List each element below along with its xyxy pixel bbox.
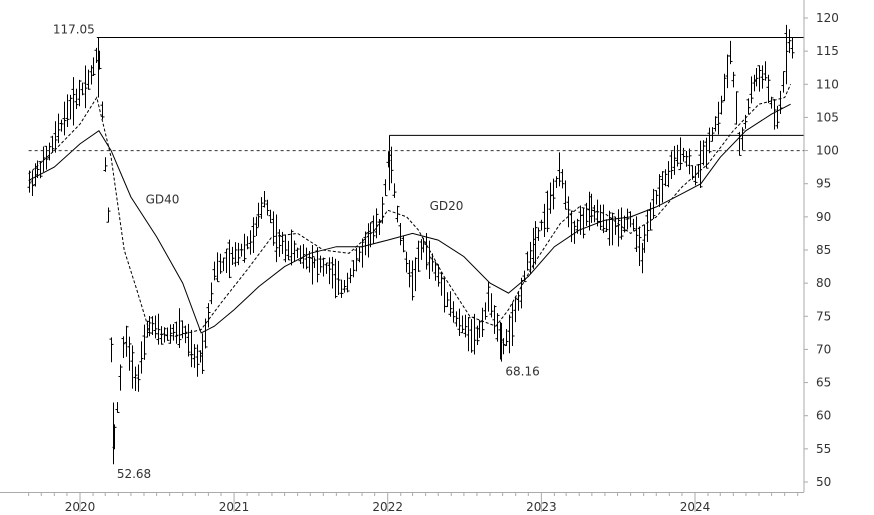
y-tick-label: 60	[816, 409, 831, 423]
x-tick-label: 2024	[680, 500, 711, 514]
annotation-label: GD20	[430, 199, 464, 213]
axes: 50 55 60 65 70 75 80 85 90 95 100 105 110 115 120 2020 2…	[0, 0, 839, 514]
y-tick-label: 95	[816, 177, 831, 191]
moving-averages	[28, 84, 792, 337]
y-tick-label: 85	[816, 243, 831, 257]
y-tick-label: 65	[816, 376, 831, 390]
x-tick-label: 2023	[526, 500, 557, 514]
y-tick-label: 120	[816, 11, 839, 25]
y-tick-label: 90	[816, 210, 831, 224]
y-tick-label: 50	[816, 475, 831, 489]
y-tick-label: 110	[816, 77, 839, 91]
annotation-label: GD40	[146, 193, 180, 207]
reference-lines	[28, 37, 804, 152]
y-tick-label: 115	[816, 44, 839, 58]
annotations: 117.05 52.68 68.16 GD40 GD20	[53, 23, 540, 482]
annotation-label: 68.16	[505, 365, 539, 379]
x-tick-label: 2020	[65, 500, 96, 514]
ohlc-bars	[27, 24, 795, 465]
y-tick-label: 70	[816, 342, 831, 356]
ma-line-gd20	[28, 84, 792, 337]
y-tick-label: 105	[816, 110, 839, 124]
annotation-label: 117.05	[53, 23, 95, 37]
y-tick-label: 80	[816, 276, 831, 290]
y-tick-label: 75	[816, 309, 831, 323]
y-tick-label: 55	[816, 442, 831, 456]
x-tick-label: 2022	[372, 500, 403, 514]
annotation-label: 52.68	[117, 467, 151, 481]
ma-line-gd40	[28, 103, 791, 334]
x-tick-label: 2021	[219, 500, 250, 514]
y-tick-label: 100	[816, 144, 839, 158]
